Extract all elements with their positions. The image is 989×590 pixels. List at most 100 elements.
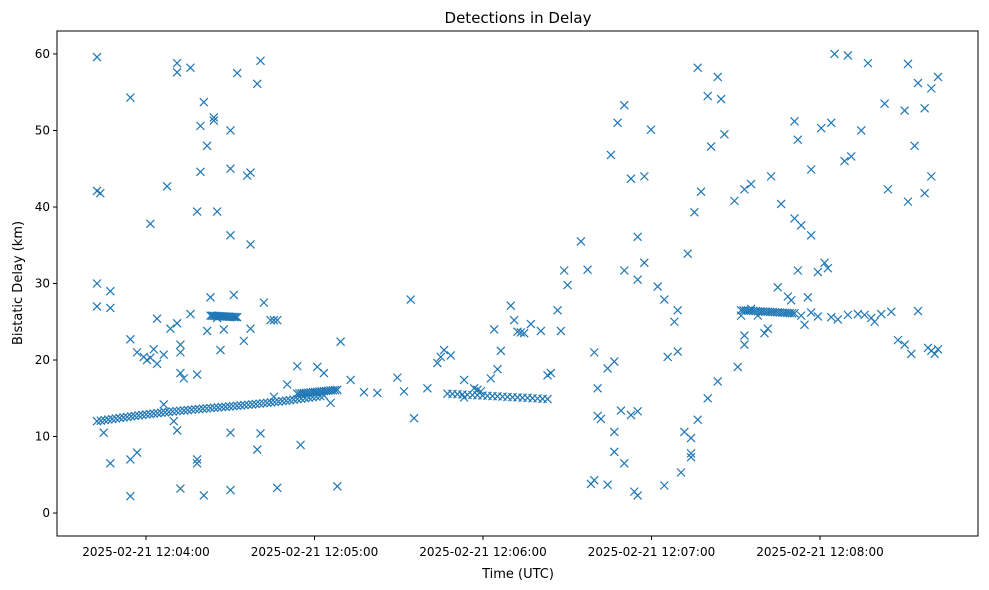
data-point bbox=[159, 350, 169, 360]
data-point bbox=[332, 481, 342, 491]
data-point bbox=[790, 308, 799, 318]
data-point bbox=[926, 171, 936, 181]
data-point bbox=[145, 219, 155, 229]
data-point bbox=[231, 312, 240, 322]
data-point bbox=[199, 97, 209, 107]
data-point bbox=[92, 416, 102, 426]
data-point bbox=[659, 481, 669, 490]
data-point bbox=[255, 399, 265, 409]
data-point bbox=[626, 174, 636, 184]
data-point bbox=[766, 171, 776, 181]
data-point bbox=[516, 328, 526, 337]
data-point bbox=[806, 308, 816, 318]
data-point bbox=[270, 397, 280, 407]
data-point bbox=[893, 335, 903, 345]
data-point bbox=[186, 309, 195, 319]
x-axis-label: Time (UTC) bbox=[481, 567, 554, 582]
data-point bbox=[179, 405, 189, 415]
y-tick-label: 40 bbox=[35, 200, 50, 214]
data-point bbox=[713, 377, 723, 386]
data-point bbox=[221, 402, 231, 412]
data-point bbox=[773, 282, 783, 292]
data-point bbox=[198, 404, 208, 414]
data-point bbox=[790, 214, 799, 223]
data-point bbox=[296, 440, 305, 450]
data-point bbox=[646, 125, 656, 135]
data-point bbox=[226, 428, 235, 438]
data-point bbox=[686, 452, 696, 462]
data-point bbox=[589, 347, 599, 357]
data-point bbox=[162, 181, 172, 191]
data-point bbox=[145, 409, 155, 419]
y-axis: 0 10 20 30 40 50 60 bbox=[35, 47, 57, 520]
data-point bbox=[840, 156, 849, 166]
data-point bbox=[553, 305, 562, 315]
data-point bbox=[876, 309, 886, 319]
data-point bbox=[506, 301, 516, 311]
data-point bbox=[125, 93, 135, 102]
data-point bbox=[236, 401, 246, 410]
data-point bbox=[900, 106, 910, 116]
data-point bbox=[633, 275, 643, 285]
data-point bbox=[913, 78, 923, 88]
data-point bbox=[806, 230, 816, 240]
data-point bbox=[206, 403, 215, 413]
data-point bbox=[152, 359, 162, 369]
y-axis-label: Bistatic Delay (km) bbox=[11, 221, 26, 345]
data-point bbox=[933, 344, 943, 354]
data-point bbox=[256, 429, 265, 438]
data-point bbox=[800, 320, 809, 330]
data-point bbox=[126, 412, 136, 421]
data-point bbox=[793, 135, 803, 145]
data-point bbox=[219, 324, 229, 334]
data-point bbox=[556, 326, 566, 336]
data-point bbox=[251, 399, 261, 409]
data-point bbox=[96, 416, 106, 426]
data-point bbox=[619, 100, 629, 110]
data-point bbox=[926, 83, 936, 93]
data-point bbox=[246, 324, 255, 334]
data-point bbox=[266, 397, 276, 407]
data-point bbox=[673, 305, 683, 315]
data-point bbox=[823, 263, 833, 273]
data-point bbox=[330, 385, 340, 395]
data-point bbox=[192, 207, 202, 217]
x-tick-label: 2025-02-21 12:07:00 bbox=[588, 545, 715, 559]
y-tick-label: 0 bbox=[42, 506, 50, 520]
data-point bbox=[266, 315, 275, 325]
data-point bbox=[883, 184, 893, 194]
data-point bbox=[105, 303, 115, 313]
data-point bbox=[790, 116, 799, 126]
data-point bbox=[496, 346, 506, 356]
data-point bbox=[142, 355, 152, 365]
data-point bbox=[232, 401, 242, 411]
data-point bbox=[703, 393, 713, 403]
data-point bbox=[703, 91, 713, 101]
data-point bbox=[693, 63, 703, 73]
data-point bbox=[212, 207, 222, 217]
data-point bbox=[326, 398, 336, 408]
data-point bbox=[860, 310, 870, 320]
x-tick-label: 2025-02-21 12:04:00 bbox=[82, 545, 209, 559]
data-point bbox=[164, 407, 174, 417]
data-point bbox=[176, 340, 185, 350]
data-point bbox=[616, 406, 626, 415]
data-point bbox=[816, 123, 826, 133]
data-point bbox=[392, 373, 402, 383]
data-point bbox=[224, 402, 234, 411]
data-point bbox=[239, 336, 249, 346]
data-point bbox=[446, 350, 456, 360]
data-point bbox=[536, 326, 546, 336]
data-point bbox=[870, 317, 880, 327]
data-point bbox=[543, 394, 552, 404]
data-point bbox=[589, 475, 599, 485]
data-point bbox=[920, 103, 930, 113]
data-point bbox=[132, 347, 142, 357]
data-point bbox=[285, 395, 295, 405]
data-point bbox=[262, 398, 272, 408]
data-point bbox=[686, 448, 696, 458]
data-point bbox=[583, 265, 593, 275]
data-point bbox=[693, 415, 703, 425]
data-point bbox=[609, 427, 619, 437]
data-point bbox=[619, 266, 629, 275]
